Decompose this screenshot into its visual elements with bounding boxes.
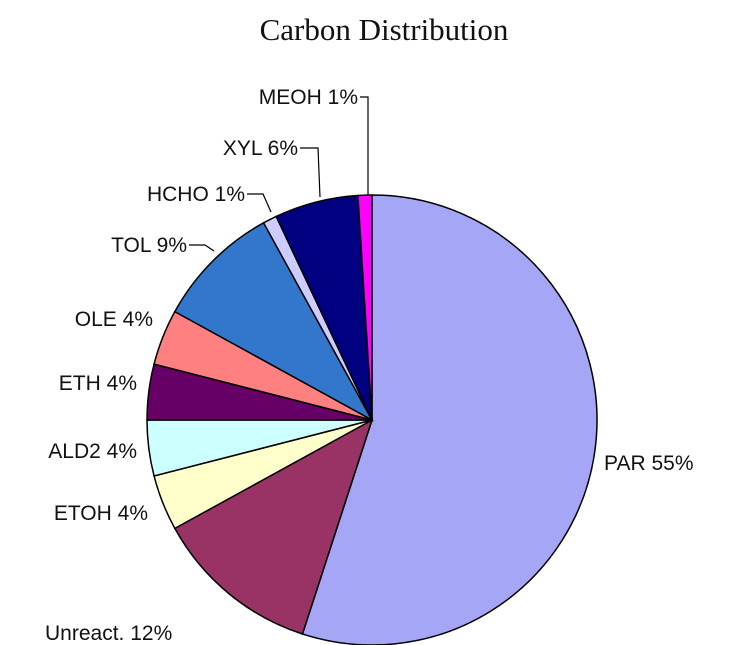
leader-line: [300, 147, 321, 198]
value-label: 4%: [107, 440, 137, 463]
leader-line: [360, 96, 369, 195]
category-name: OLE: [75, 308, 117, 331]
chart-title: Carbon Distribution: [260, 12, 509, 47]
category-name: HCHO: [147, 183, 209, 206]
slice-label: MEOH 1%: [259, 86, 358, 109]
value-label: 12%: [130, 622, 172, 645]
value-label: 6%: [268, 137, 298, 160]
slice-label: Unreact. 12%: [45, 622, 172, 645]
category-name: PAR: [604, 452, 646, 475]
value-label: 1%: [328, 86, 358, 109]
value-label: 1%: [215, 183, 245, 206]
category-name: ALD2: [48, 440, 101, 463]
slice-label: OLE 4%: [75, 308, 153, 331]
slice-label: ETH 4%: [59, 372, 137, 395]
slice-label: XYL 6%: [223, 137, 298, 160]
pie-slice: [357, 194, 373, 421]
slice-label: PAR 55%: [604, 452, 694, 475]
category-name: XYL: [223, 137, 262, 160]
slice-label: HCHO 1%: [147, 183, 245, 206]
value-label: 4%: [118, 502, 148, 525]
category-name: MEOH: [259, 86, 322, 109]
slice-label: ALD2 4%: [48, 440, 137, 463]
pie-slice: [173, 418, 374, 635]
pie-slice: [301, 194, 598, 645]
category-name: Unreact.: [45, 622, 124, 645]
value-label: 55%: [651, 452, 693, 475]
value-label: 4%: [123, 308, 153, 331]
category-name: ETOH: [54, 502, 112, 525]
slice-label: ETOH 4%: [54, 502, 148, 525]
category-name: ETH: [59, 372, 101, 395]
category-name: TOL: [111, 234, 151, 257]
pie-slice: [173, 221, 374, 422]
leader-line: [247, 193, 272, 213]
slice-label: TOL 9%: [111, 234, 187, 257]
value-label: 9%: [157, 234, 187, 257]
leader-line: [189, 244, 215, 252]
value-label: 4%: [107, 372, 137, 395]
